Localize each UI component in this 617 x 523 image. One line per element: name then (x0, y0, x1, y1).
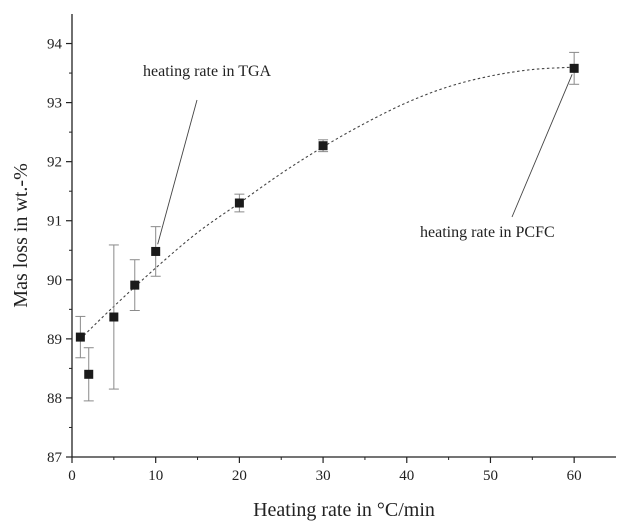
data-point (130, 280, 140, 290)
y-axis-title: Mas loss in wt.-% (10, 163, 32, 307)
x-tick-label: 50 (483, 468, 498, 484)
annotation-pcfc: heating rate in PCFC (420, 224, 555, 241)
trendline (79, 66, 575, 340)
data-point-layer (75, 63, 579, 379)
data-point (109, 312, 119, 322)
trendline-layer (79, 66, 575, 340)
x-tick-label: 30 (316, 468, 331, 484)
data-point (84, 369, 94, 379)
y-tick-label: 94 (47, 37, 63, 53)
x-axis-title: Heating rate in °C/min (253, 499, 435, 521)
y-tick-label: 91 (47, 214, 62, 230)
annotation-tga: heating rate in TGA (143, 63, 272, 80)
x-tick-label: 20 (232, 468, 247, 484)
y-tick-label: 89 (47, 332, 62, 348)
axes-layer (71, 14, 616, 458)
data-point (234, 198, 244, 208)
annotation-layer: heating rate in TGA heating rate in PCFC (143, 63, 573, 245)
data-point (569, 63, 579, 73)
tick-layer: 0 10 20 30 40 50 60 87 88 89 90 91 92 93 94 (47, 37, 582, 484)
y-tick-label: 87 (47, 450, 63, 466)
y-tick-label: 93 (47, 96, 62, 112)
data-point (75, 332, 85, 342)
x-tick-label: 10 (148, 468, 163, 484)
y-tick-label: 88 (47, 391, 62, 407)
data-point (318, 141, 328, 151)
data-point (151, 246, 161, 256)
x-tick-label: 0 (68, 468, 76, 484)
y-tick-label: 92 (47, 155, 62, 171)
y-tick-label: 90 (47, 273, 62, 289)
x-tick-label: 40 (399, 468, 414, 484)
annotation-leader-line-pcfc (511, 74, 573, 218)
x-tick-label: 60 (567, 468, 582, 484)
annotation-leader-line-tga (157, 99, 198, 245)
